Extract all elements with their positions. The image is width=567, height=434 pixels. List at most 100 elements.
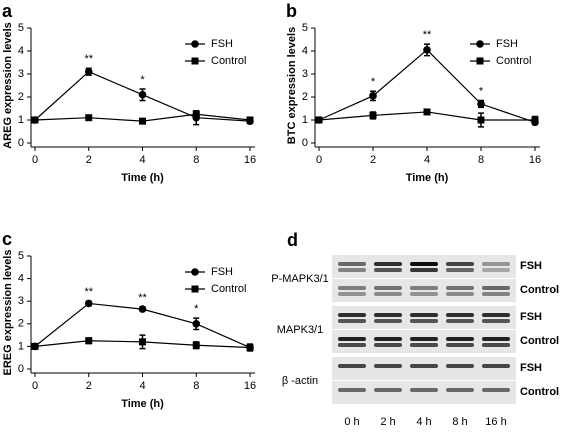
blot-strip: [332, 357, 516, 380]
band: [446, 337, 474, 341]
x-tick-label: 2: [370, 154, 376, 166]
row-label: Control: [520, 284, 559, 296]
marker: [84, 67, 93, 76]
legend-marker: [191, 268, 199, 276]
marker: [139, 338, 146, 346]
row-label: FSH: [520, 362, 542, 374]
y-tick-label: 3: [302, 68, 308, 80]
lane-label: 2 h: [380, 416, 395, 428]
marker: [246, 116, 254, 124]
x-tick-label: 0: [32, 154, 38, 166]
y-axis-label: EREG expression levels: [2, 250, 14, 376]
panel-label: d: [287, 230, 298, 250]
annotation: *: [371, 76, 376, 88]
x-tick-label: 2: [86, 154, 92, 166]
band: [482, 313, 510, 317]
x-axis-label: Time (h): [121, 398, 164, 410]
y-tick-label: 4: [18, 273, 24, 285]
x-tick-label: 16: [244, 154, 256, 166]
marker: [84, 299, 93, 308]
band: [338, 388, 366, 392]
band: [410, 337, 438, 341]
y-axis-label: AREG expression levels: [2, 22, 14, 149]
row-label: FSH: [520, 260, 542, 272]
marker: [138, 90, 147, 99]
legend-marker: [476, 57, 484, 65]
band: [410, 364, 438, 368]
marker: [315, 116, 323, 124]
band: [338, 364, 366, 368]
marker: [192, 110, 200, 118]
legend-label: FSH: [211, 38, 233, 50]
protein-label: β -actin: [282, 375, 318, 387]
blot-strip: [332, 381, 516, 404]
legend-marker: [191, 57, 199, 65]
y-tick-label: 5: [18, 22, 24, 34]
x-tick-label: 4: [139, 380, 145, 392]
band: [482, 292, 510, 296]
band: [338, 319, 366, 323]
band: [374, 337, 402, 341]
lane-label: 16 h: [485, 416, 506, 428]
legend-label: Control: [211, 283, 246, 295]
marker: [531, 116, 539, 124]
band: [338, 262, 366, 266]
band: [374, 292, 402, 296]
row-label: FSH: [520, 311, 542, 323]
legend-marker: [191, 40, 199, 48]
x-tick-label: 8: [193, 154, 199, 166]
marker: [31, 342, 39, 350]
x-tick-label: 8: [478, 154, 484, 166]
y-tick-label: 2: [302, 91, 308, 103]
y-tick-label: 3: [18, 68, 24, 80]
marker: [246, 344, 254, 352]
y-tick-label: 4: [18, 45, 24, 57]
legend-label: Control: [496, 55, 531, 67]
x-tick-label: 4: [424, 154, 430, 166]
band: [482, 286, 510, 290]
x-tick-label: 2: [86, 380, 92, 392]
band: [410, 262, 438, 266]
blot-strip: [332, 330, 516, 353]
band: [374, 388, 402, 392]
legend-label: FSH: [496, 38, 518, 50]
band: [482, 388, 510, 392]
marker: [31, 116, 39, 124]
band: [446, 388, 474, 392]
y-axis-label: BTC expression levels: [286, 27, 298, 144]
annotation: **: [84, 53, 93, 65]
band: [446, 262, 474, 266]
band: [374, 319, 402, 323]
x-tick-label: 4: [139, 154, 145, 166]
row-label: Control: [520, 386, 559, 398]
blot-strip: [332, 255, 516, 278]
band: [374, 286, 402, 290]
marker: [139, 117, 146, 125]
y-tick-label: 0: [302, 137, 308, 149]
panel-label: b: [286, 1, 297, 21]
band: [446, 286, 474, 290]
x-axis-label: Time (h): [121, 172, 164, 184]
band: [446, 343, 474, 347]
band: [338, 313, 366, 317]
lane-label: 0 h: [344, 416, 359, 428]
band: [374, 268, 402, 272]
band: [410, 388, 438, 392]
y-tick-label: 1: [302, 114, 308, 126]
band: [482, 268, 510, 272]
y-tick-label: 5: [302, 22, 308, 34]
marker: [369, 92, 377, 100]
band: [374, 343, 402, 347]
marker: [477, 116, 485, 124]
marker: [423, 46, 431, 54]
marker: [192, 320, 201, 328]
lane-label: 4 h: [416, 416, 431, 428]
band: [482, 337, 510, 341]
band: [338, 268, 366, 272]
band: [410, 268, 438, 272]
band: [446, 364, 474, 368]
blot-strip: [332, 306, 516, 329]
band: [482, 364, 510, 368]
annotation: **: [423, 29, 432, 41]
